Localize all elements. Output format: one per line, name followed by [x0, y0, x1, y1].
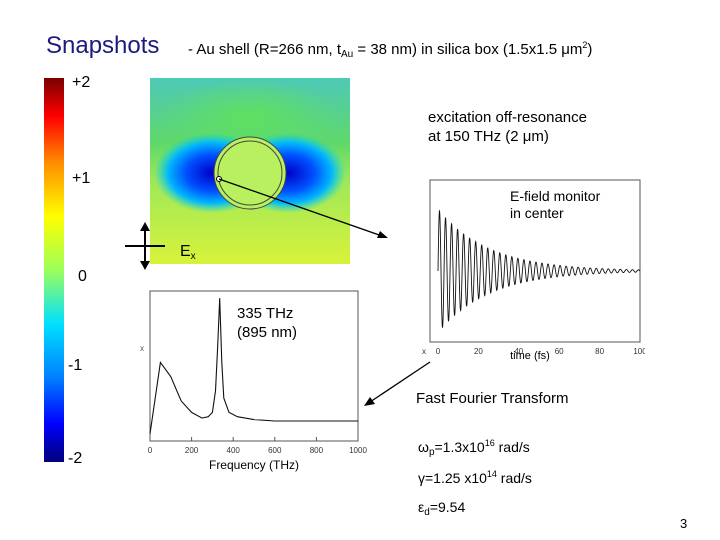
time-x-label: time (fs): [510, 350, 550, 362]
fft-arrow-head: [364, 397, 375, 406]
scale-label-plus2: +2: [72, 74, 91, 91]
excitation-line-1: excitation off-resonance: [428, 109, 587, 126]
ex-label-letter: E: [180, 243, 191, 260]
omega-exponent: 16: [484, 438, 495, 448]
gamma-unit: rad/s: [496, 470, 532, 486]
excitation-note: excitation off-resonance at 150 THz (2 μ…: [428, 108, 587, 146]
field-snapshot: [150, 78, 350, 264]
time-x-tick-label-2: 20: [474, 347, 483, 356]
time-x-tick-label-6: 100: [633, 347, 645, 356]
fft-label: Fast Fourier Transform: [416, 390, 569, 407]
subtitle-sub: Au: [341, 49, 354, 60]
monitor-arrow-line: [218, 178, 383, 237]
monitor-note: E-field monitor in center: [510, 188, 601, 222]
slide-subtitle: - Au shell (R=266 nm, tAu = 38 nm) in si…: [188, 40, 592, 60]
time-x-tick-label-1: 0: [436, 347, 441, 356]
monitor-arrow-head: [377, 231, 388, 238]
eps-value: =9.54: [429, 499, 466, 515]
omega-unit: rad/s: [494, 439, 530, 455]
peak-note: 335 THz (895 nm): [237, 304, 298, 342]
freq-y-tick-mark: x: [140, 344, 144, 353]
gamma-exponent: 14: [486, 469, 497, 479]
monitor-line-2: in center: [510, 205, 564, 221]
time-axis-ticks: x 0 20 40 60 80 100: [422, 347, 645, 356]
eps-sub: d: [424, 507, 430, 518]
scale-label-minus2: -2: [68, 450, 83, 467]
param-permittivity: εd=9.54: [418, 499, 465, 518]
ex-arrow-down: [140, 261, 150, 270]
peak-line-1: 335 THz: [237, 305, 294, 322]
omega-value: =1.3x10: [434, 439, 485, 455]
freq-x-tick-label-4: 800: [310, 446, 324, 455]
param-damping: γ=1.25 x1014 rad/s: [418, 469, 532, 486]
shell-outer-ring: [213, 136, 287, 210]
time-x-tick-label-3: 40: [514, 347, 523, 356]
eps-symbol: ε: [418, 499, 425, 515]
shell-inner-ring: [217, 140, 283, 206]
omega-symbol: ω: [418, 439, 429, 455]
time-signal-trace: [437, 209, 641, 328]
page-number: 3: [680, 516, 688, 531]
param-plasma-frequency: ωp=1.3x1016 rad/s: [418, 438, 530, 458]
freq-x-tick-label-3: 600: [268, 446, 282, 455]
subtitle-text-2: = 38 nm) in silica box (1.5x1.5 μm: [353, 41, 583, 58]
freq-x-tick-label-0: 0: [148, 446, 153, 455]
monitor-line-1: E-field monitor: [510, 188, 601, 204]
freq-x-tick-label-2: 400: [227, 446, 241, 455]
excitation-line-2: at 150 THz (2 μm): [428, 128, 549, 145]
frequency-domain-plot: 0 200 400 600 800 1000 x Frequency (THz): [140, 290, 367, 472]
freq-spectrum-trace: [149, 298, 358, 434]
fft-arrow-line: [369, 361, 431, 403]
subtitle-text-3: ): [587, 41, 593, 58]
time-x-tick-label-5: 80: [595, 347, 604, 356]
time-x-tick-label-0: x: [422, 347, 426, 356]
omega-sub: p: [428, 447, 435, 458]
peak-line-2: (895 nm): [237, 324, 298, 341]
freq-x-tick-label-1: 200: [185, 446, 199, 455]
gamma-value: =1.25 x10: [425, 470, 487, 486]
ex-label: Ex: [180, 243, 196, 262]
freq-x-label: Frequency (THz): [209, 458, 299, 472]
scale-label-zero: 0: [78, 268, 87, 285]
ex-arrow-up: [140, 222, 150, 231]
scale-label-minus1: -1: [68, 357, 83, 374]
gamma-symbol: γ: [418, 470, 425, 486]
slide-title: Snapshots: [46, 32, 160, 59]
freq-x-tick-label-5: 1000: [349, 446, 367, 455]
freq-axis-ticks: 0 200 400 600 800 1000: [148, 437, 367, 455]
subtitle-sup: 2: [582, 40, 588, 50]
time-x-tick-label-4: 60: [555, 347, 564, 356]
color-scale-bar: [44, 78, 64, 462]
scale-label-plus1: +1: [72, 170, 91, 187]
subtitle-text-1: - Au shell (R=266 nm, t: [188, 41, 341, 58]
shell-interior: [214, 137, 286, 209]
ex-label-sub: x: [190, 251, 196, 262]
